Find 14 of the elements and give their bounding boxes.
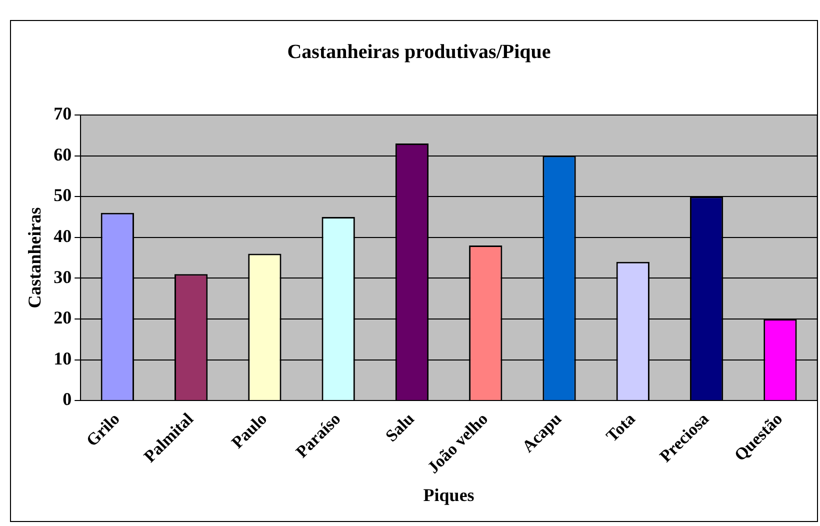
x-axis-title: Piques — [423, 484, 474, 505]
y-axis-title: Castanheiras — [24, 207, 44, 308]
y-tick-label: 20 — [54, 308, 72, 328]
x-tick-label: João velho — [424, 409, 492, 478]
y-tick-label: 70 — [54, 104, 72, 124]
y-tick-label: 50 — [54, 185, 72, 206]
x-tick-label: Salu — [382, 409, 418, 446]
y-tick-label: 0 — [62, 389, 72, 410]
chart-title: Castanheiras produtivas/Pique — [287, 41, 551, 64]
y-tick-label: 10 — [54, 348, 72, 368]
y-tick-label: 60 — [54, 144, 72, 164]
y-tick-label: 40 — [54, 226, 72, 246]
y-tick-label: 30 — [54, 266, 72, 287]
x-tick-label: Tota — [602, 408, 640, 446]
